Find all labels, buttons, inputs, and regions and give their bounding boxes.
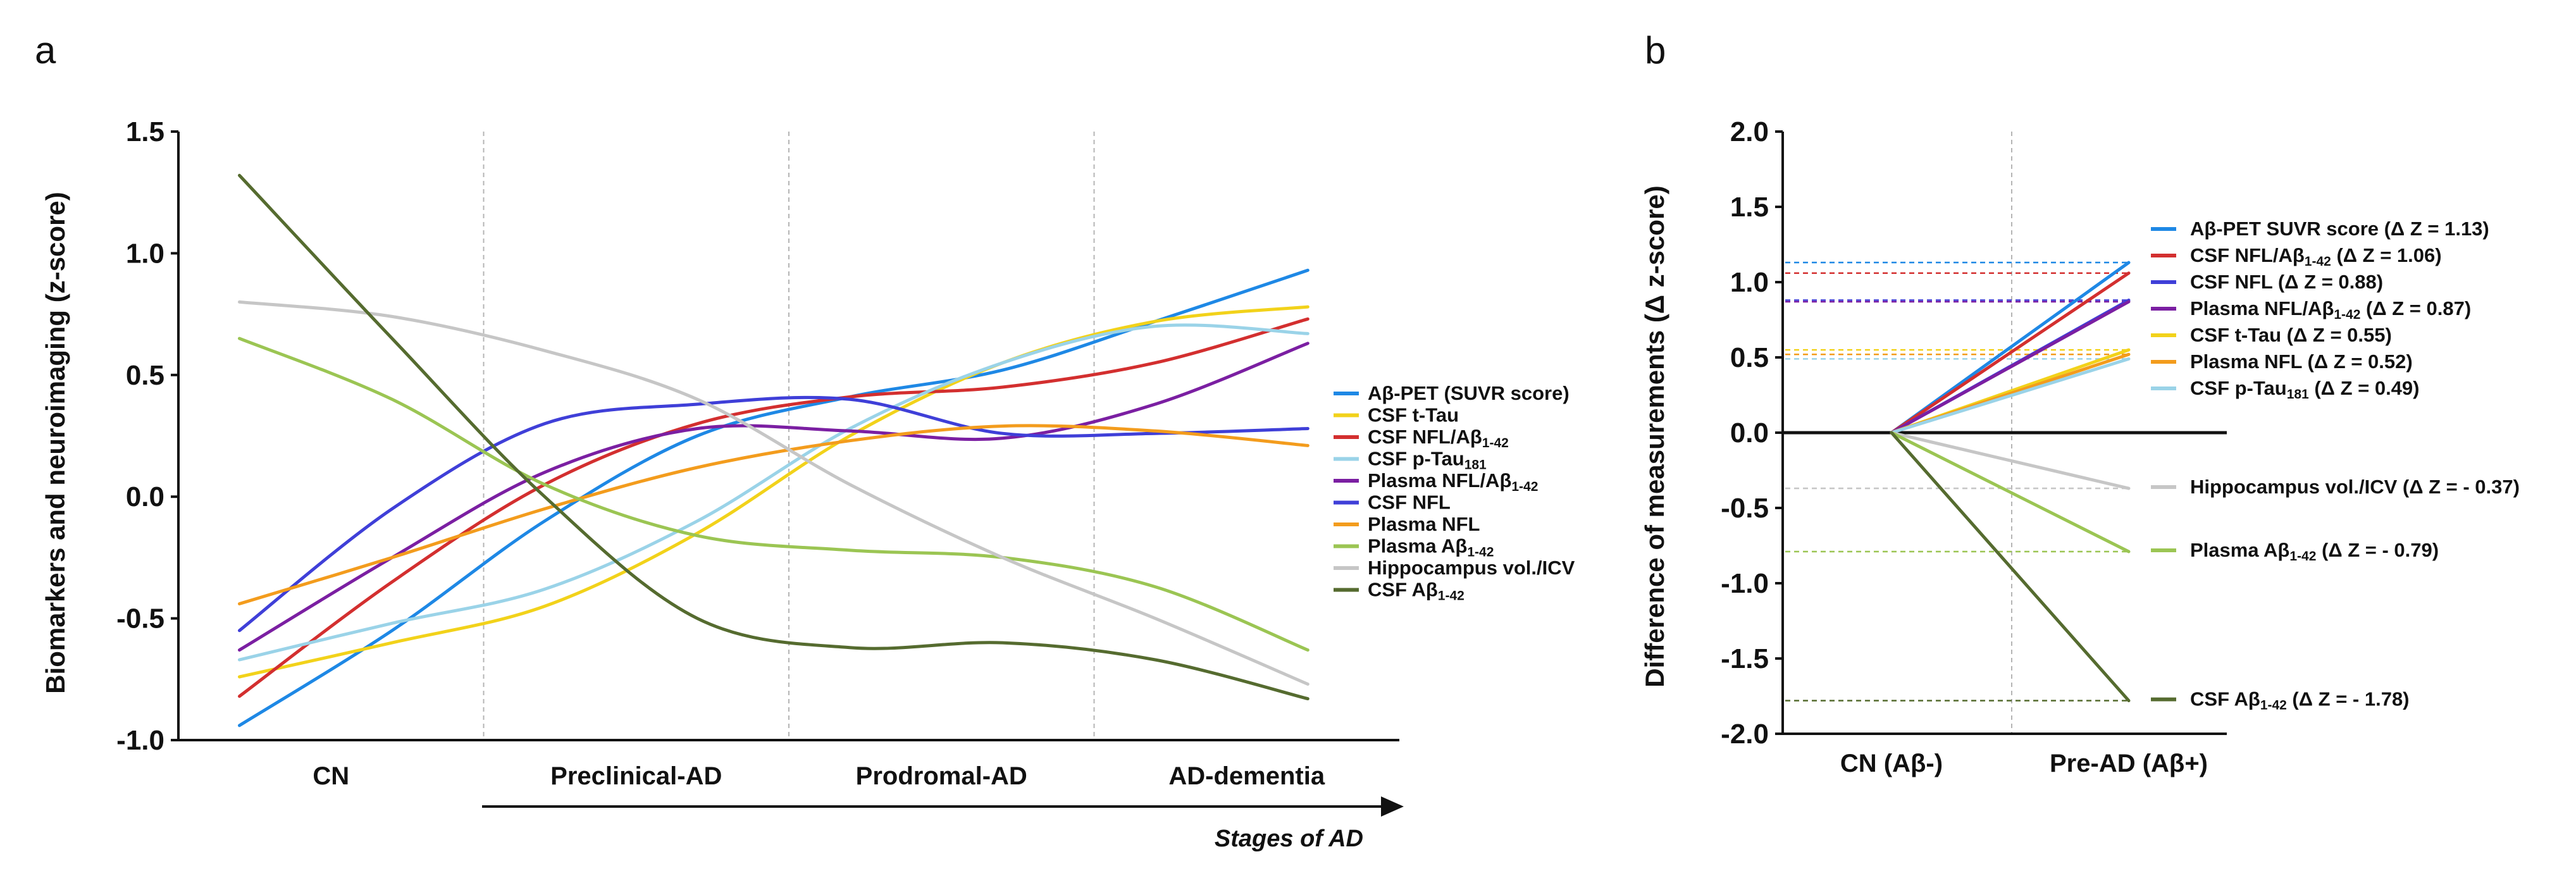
y-tick-label: 1.5 bbox=[1730, 192, 1769, 223]
category-label-cn-a: CN (Aβ-) bbox=[1840, 750, 1943, 777]
y-tick-label: -1.5 bbox=[1721, 643, 1769, 674]
y-tick-label: -0.5 bbox=[116, 603, 164, 634]
legend-label-csf-a-1-42-z-1-78: CSF Aβ1-42 (Δ Z = - 1.78) bbox=[2190, 688, 2410, 713]
y-tick-label: 0.5 bbox=[126, 360, 164, 391]
y-tick-label: -1.0 bbox=[1721, 568, 1769, 599]
panel-a-categories: CN Preclinical-AD Prodromal-AD AD-dementia bbox=[313, 762, 1325, 790]
series-line-csf-nfl bbox=[238, 395, 1310, 633]
panel-a-letter: a bbox=[35, 29, 56, 71]
y-tick-label: 0.5 bbox=[1730, 342, 1769, 373]
y-tick-label: 1.0 bbox=[1730, 267, 1769, 298]
y-tick-label: 1.5 bbox=[126, 116, 164, 147]
series-line-plasma-a-1-42-z-0-79 bbox=[1890, 431, 2131, 553]
panel-b-axes bbox=[1781, 132, 2227, 735]
panel-b-categories: CN (Aβ-) Pre-AD (Aβ+) bbox=[1840, 750, 2208, 777]
legend-label-csf-nfl-z-0-88: CSF NFL (Δ Z = 0.88) bbox=[2190, 271, 2383, 293]
panel-b: Difference of measurements (Δ z-score) 2… bbox=[1640, 116, 2520, 777]
series-line-csf-p-tau181 bbox=[238, 323, 1310, 662]
series-line-hippocampus-vol-icv-z-0-37 bbox=[1890, 431, 2131, 490]
legend-label-csf-nfl-a-1-42: CSF NFL/Aβ1-42 bbox=[1368, 426, 1509, 450]
legend-label-hippocampus-vol-icv: Hippocampus vol./ICV bbox=[1368, 557, 1575, 579]
y-tick-label: 0.0 bbox=[1730, 417, 1769, 448]
category-label-preclinical-ad: Preclinical-AD bbox=[550, 762, 722, 790]
panel-b-legend: Aβ-PET SUVR score (Δ Z = 1.13) CSF NFL/Aβ… bbox=[2151, 218, 2520, 713]
legend-label-csf-p-tau181: CSF p-Tau181 bbox=[1368, 448, 1487, 473]
y-tick-label: -0.5 bbox=[1721, 493, 1769, 524]
panel-b-letter: b bbox=[1645, 29, 1666, 71]
legend-label-csf-t-tau: CSF t-Tau bbox=[1368, 404, 1459, 426]
legend-label-plasma-nfl: Plasma NFL bbox=[1368, 513, 1480, 535]
panel-b-reference-lines bbox=[1785, 261, 2129, 702]
y-tick-label: -1.0 bbox=[116, 725, 164, 756]
panel-a-axes bbox=[177, 132, 1399, 741]
y-tick-label: -2.0 bbox=[1721, 719, 1769, 750]
legend-label-a-pet-suvr-score: Aβ-PET (SUVR score) bbox=[1368, 382, 1570, 404]
legend-label-csf-t-tau-z-0-55: CSF t-Tau (Δ Z = 0.55) bbox=[2190, 324, 2392, 346]
panel-a-series bbox=[238, 173, 1310, 727]
legend-label-plasma-a-1-42: Plasma Aβ1-42 bbox=[1368, 535, 1494, 560]
series-line-plasma-nfl bbox=[238, 424, 1310, 605]
panel-b-y-axis-title: Difference of measurements (Δ z-score) bbox=[1640, 185, 1669, 687]
series-line-csf-p-tau181-z-0-49 bbox=[1890, 357, 2131, 435]
series-line-hippocampus-vol-icv bbox=[238, 300, 1310, 686]
series-line-csf-a-1-42 bbox=[238, 173, 1310, 701]
series-line-csf-nfl-a-1-42 bbox=[238, 317, 1310, 698]
panel-a-y-ticks: 1.5 1.0 0.5 0.0 -0.5 -1.0 bbox=[116, 116, 178, 756]
panel-a-stage-dividers bbox=[483, 132, 1095, 740]
series-line-plasma-nfl-a-1-42-z-0-87 bbox=[1890, 300, 2131, 435]
category-label-cn: CN bbox=[313, 762, 349, 790]
stages-label: Stages of AD bbox=[1215, 825, 1363, 852]
panel-a: Biomarkers and neuroimaging (z-score) 1.… bbox=[40, 116, 1575, 852]
legend-label-plasma-a-1-42-z-0-79: Plasma Aβ1-42 (Δ Z = - 0.79) bbox=[2190, 539, 2439, 564]
legend-label-a-pet-suvr-score-z-1-13: Aβ-PET SUVR score (Δ Z = 1.13) bbox=[2190, 218, 2489, 240]
legend-label-csf-nfl: CSF NFL bbox=[1368, 492, 1451, 514]
category-label-prodromal-ad: Prodromal-AD bbox=[856, 762, 1027, 790]
legend-label-plasma-nfl-a-1-42: Plasma NFL/Aβ1-42 bbox=[1368, 469, 1538, 494]
legend-label-csf-a-1-42: CSF Aβ1-42 bbox=[1368, 579, 1464, 603]
panel-b-y-ticks: 2.0 1.5 1.0 0.5 0.0 -0.5 -1.0 -1.5 -2.0 bbox=[1721, 116, 1783, 750]
panel-a-y-axis-title: Biomarkers and neuroimaging (z-score) bbox=[40, 192, 70, 694]
y-tick-label: 1.0 bbox=[126, 238, 164, 269]
legend-label-hippocampus-vol-icv-z-0-37: Hippocampus vol./ICV (Δ Z = - 0.37) bbox=[2190, 476, 2520, 498]
legend-label-csf-p-tau181-z-0-49: CSF p-Tau181 (Δ Z = 0.49) bbox=[2190, 377, 2420, 402]
legend-label-plasma-nfl-a-1-42-z-0-87: Plasma NFL/Aβ1-42 (Δ Z = 0.87) bbox=[2190, 297, 2471, 322]
series-line-csf-nfl-a-1-42-z-1-06 bbox=[1890, 271, 2131, 435]
series-line-csf-t-tau bbox=[238, 305, 1310, 679]
legend-label-plasma-nfl-z-0-52: Plasma NFL (Δ Z = 0.52) bbox=[2190, 350, 2413, 373]
panel-b-series bbox=[1890, 261, 2131, 703]
legend-label-csf-nfl-a-1-42-z-1-06: CSF NFL/Aβ1-42 (Δ Z = 1.06) bbox=[2190, 244, 2442, 269]
category-label-ad-dementia: AD-dementia bbox=[1168, 762, 1325, 790]
y-tick-label: 2.0 bbox=[1730, 116, 1769, 147]
series-line-plasma-a-1-42 bbox=[238, 337, 1310, 652]
series-line-plasma-nfl-a-1-42 bbox=[238, 342, 1310, 652]
series-line-csf-a-1-42-z-1-78 bbox=[1890, 431, 2131, 703]
y-tick-label: 0.0 bbox=[126, 481, 164, 512]
category-label-pre-ad-a: Pre-AD (Aβ+) bbox=[2050, 750, 2208, 777]
